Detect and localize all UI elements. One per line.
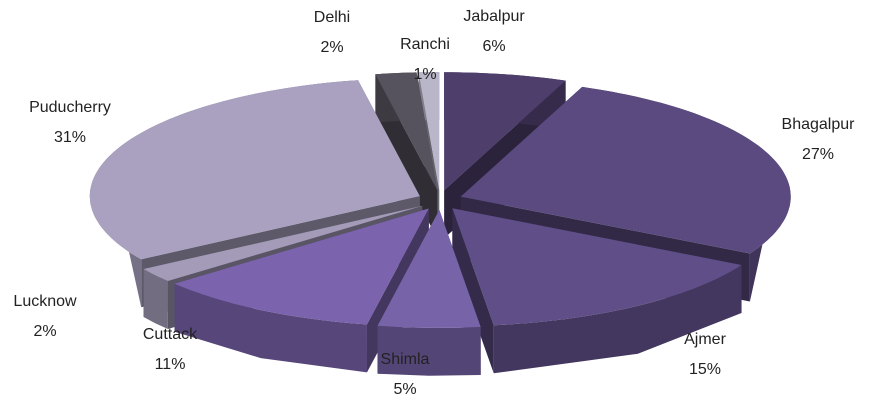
slice-label: Delhi: [314, 9, 350, 26]
slice: [174, 208, 429, 325]
slice-side: [174, 283, 367, 373]
slice-label: Bhagalpur: [782, 116, 856, 133]
slice-label: Jabalpur: [463, 8, 525, 25]
slice: [460, 86, 791, 254]
slice-side: [143, 269, 168, 329]
slice-value-label: 5%: [393, 381, 416, 398]
slice-label: Ranchi: [400, 36, 450, 53]
slice: [377, 209, 481, 328]
slice: [143, 205, 423, 281]
slice-value-label: 2%: [33, 323, 56, 340]
slice-value-label: 11%: [155, 356, 186, 373]
slice: [418, 72, 440, 191]
slice: [89, 80, 420, 260]
slice-label: Puducherry: [29, 99, 111, 116]
slice-label: Ajmer: [684, 331, 726, 348]
slice-label: Cuttack: [143, 326, 198, 343]
slice-value-label: 6%: [482, 38, 505, 55]
slice-value-label: 31%: [54, 129, 86, 146]
slice-side: [377, 325, 481, 376]
slice: [452, 208, 742, 326]
slice: [444, 72, 566, 191]
slice-label: Shimla: [381, 351, 430, 368]
slice-value-label: 15%: [689, 361, 721, 378]
slice-value-label: 27%: [802, 146, 834, 163]
slice: [375, 72, 438, 191]
slice-side: [493, 265, 742, 374]
slice-value-label: 1%: [413, 66, 436, 83]
slice-value-label: 2%: [320, 39, 343, 56]
slice-wall: [452, 208, 494, 374]
slice-label: Lucknow: [13, 293, 77, 310]
